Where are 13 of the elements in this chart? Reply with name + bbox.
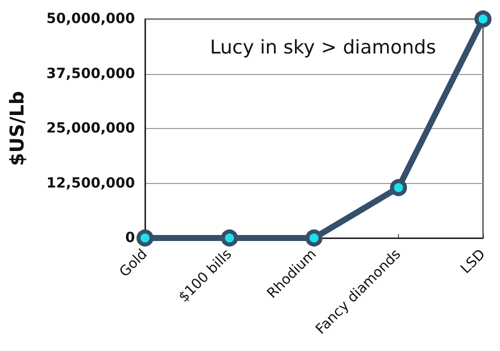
y-tick-label: 0 bbox=[125, 230, 136, 246]
point bbox=[306, 230, 322, 246]
y-tick-label: 50,000,000 bbox=[46, 11, 136, 27]
y-axis-title: $US/Lb bbox=[6, 91, 28, 166]
y-tick-label: 12,500,000 bbox=[46, 175, 136, 192]
y-tick-label: 25,000,000 bbox=[46, 120, 136, 136]
x-tick-label: LSD bbox=[458, 246, 489, 278]
point bbox=[474, 10, 492, 28]
point bbox=[136, 230, 154, 246]
y-tick-label: 37,500,000 bbox=[46, 66, 136, 82]
annotation: Lucy in sky > diamonds bbox=[210, 36, 436, 58]
point bbox=[221, 230, 238, 246]
point bbox=[390, 179, 407, 196]
